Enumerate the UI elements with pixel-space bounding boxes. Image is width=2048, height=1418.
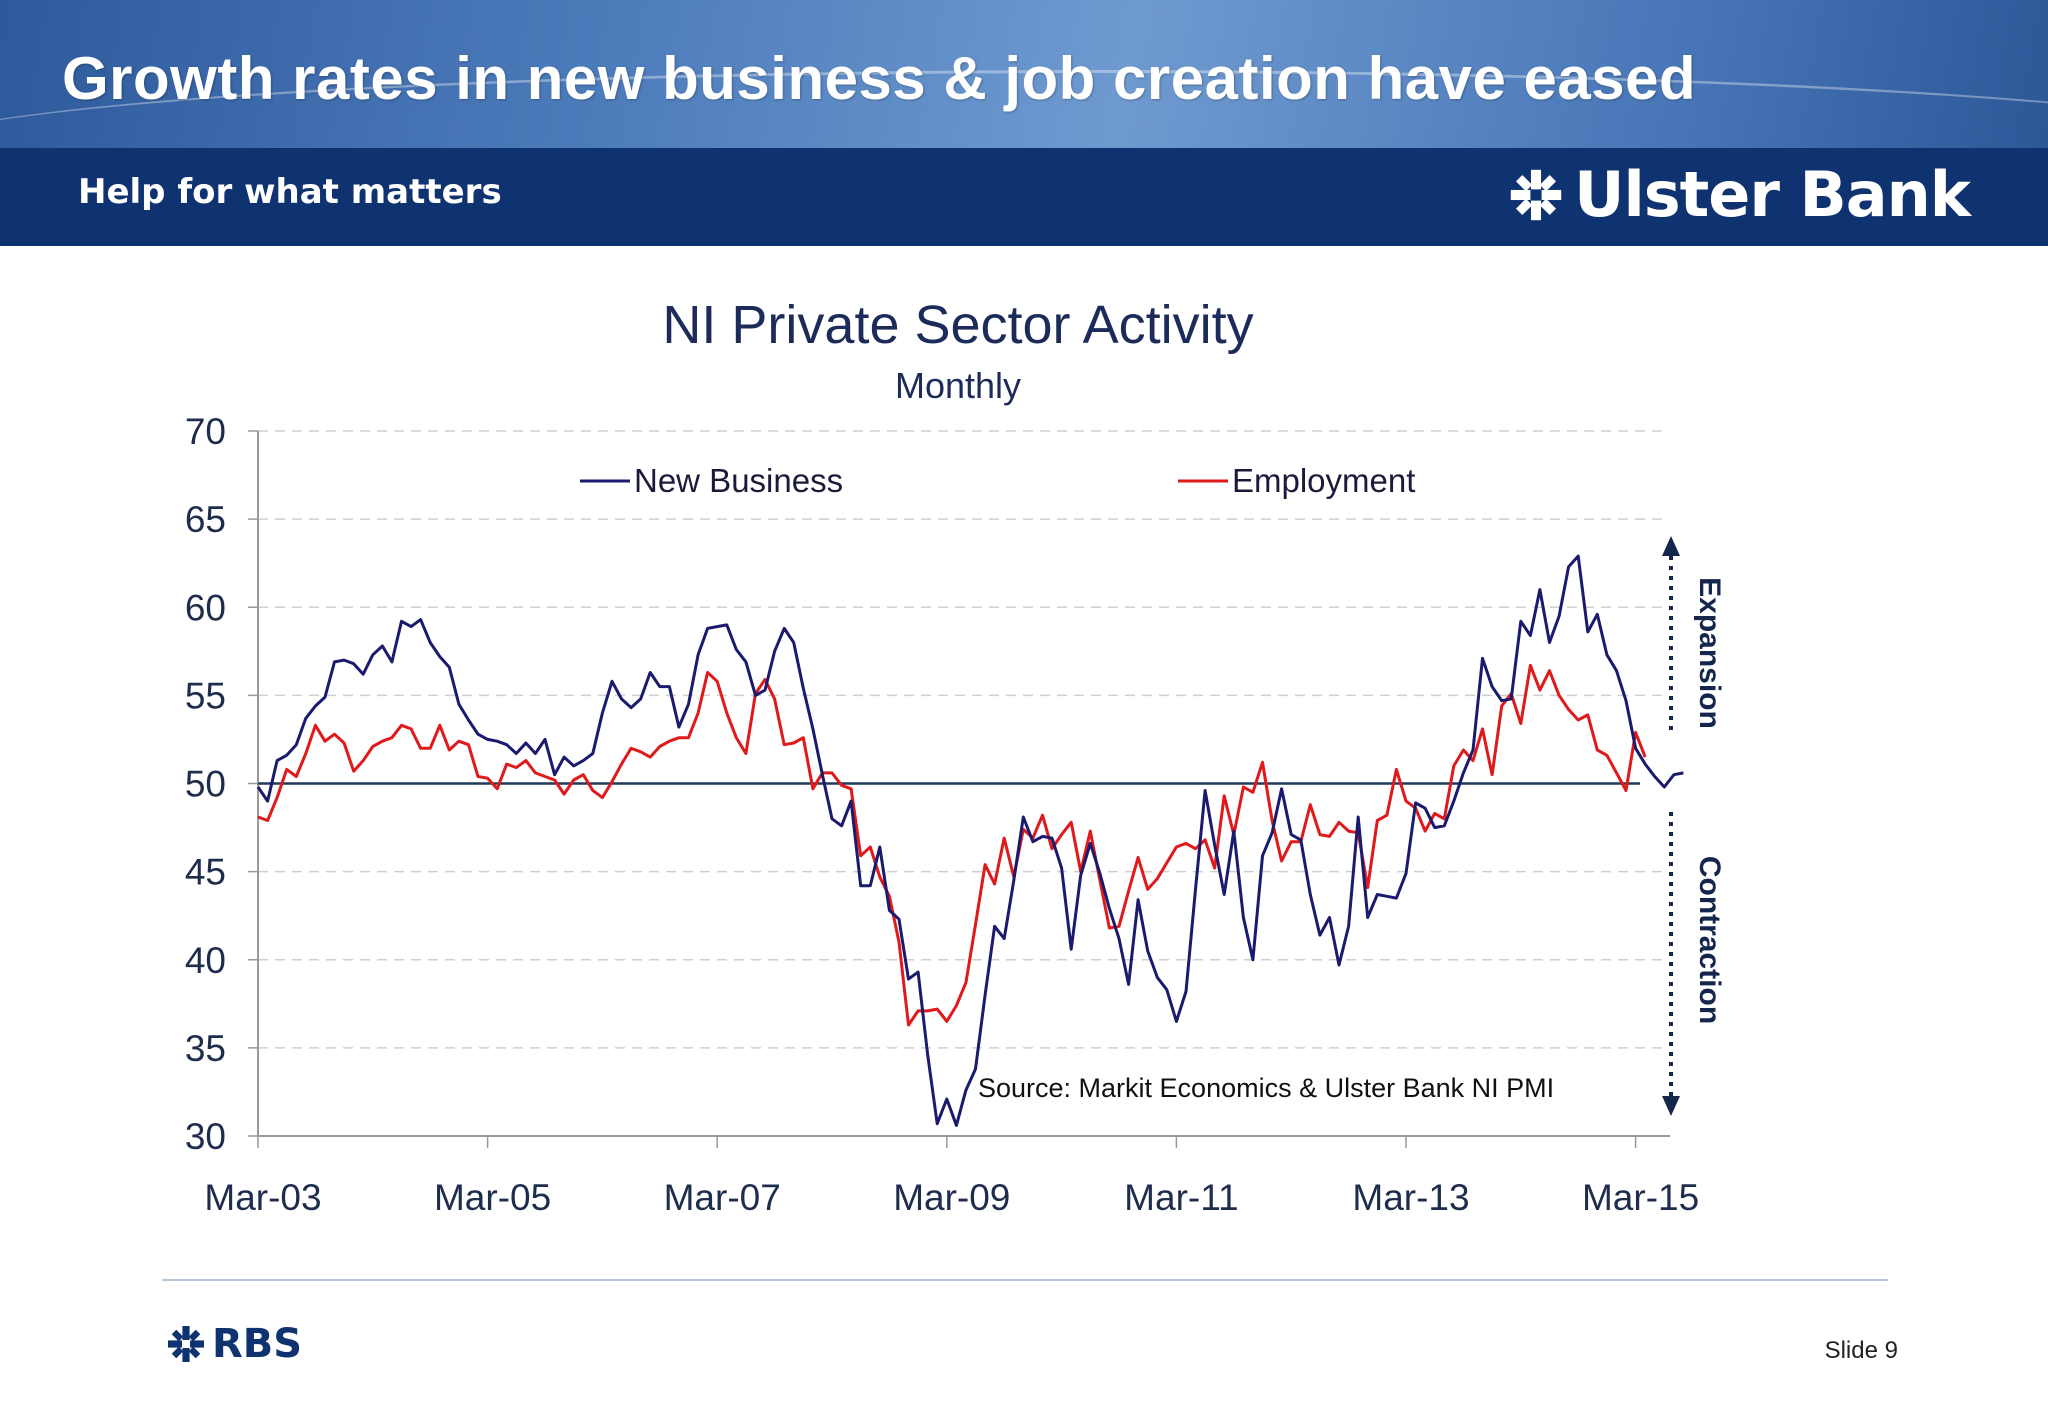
x-tick-label: Mar-15 [1582, 1177, 1699, 1218]
legend: New Business Employment [580, 462, 1415, 499]
brand-name: Ulster Bank [1574, 158, 1971, 231]
expansion-label: Expansion [1693, 577, 1726, 729]
chart-title: NI Private Sector Activity [662, 295, 1253, 355]
x-tick-label: Mar-03 [204, 1177, 321, 1218]
expansion-arrow-head [1662, 536, 1680, 556]
slide-label: Slide [1824, 1337, 1878, 1364]
brand-bar: Help for what matters Ulster Bank [0, 148, 2048, 246]
source-note: Source: Markit Economics & Ulster Bank N… [978, 1073, 1554, 1103]
slide-number-value: 9 [1884, 1337, 1898, 1364]
rbs-daisy-icon [168, 1326, 204, 1362]
expansion-contraction-arrows: Expansion Contraction [1662, 536, 1726, 1116]
x-tick-label: Mar-07 [664, 1177, 781, 1218]
y-tick-label: 60 [185, 587, 226, 628]
y-tick-label: 65 [185, 499, 226, 540]
x-tick-label: Mar-05 [434, 1177, 551, 1218]
footer-logo-text: RBS [212, 1321, 303, 1367]
title-band: Growth rates in new business & job creat… [0, 0, 2048, 148]
slide-number: Slide 9 [1825, 1337, 1898, 1365]
pmi-line-chart: NI Private Sector Activity Monthly 30 35 4… [185, 295, 1726, 1218]
contraction-label: Contraction [1693, 856, 1726, 1024]
y-tick-label: 70 [185, 411, 226, 452]
y-tick-label: 45 [185, 852, 226, 893]
x-tick-label: Mar-13 [1352, 1177, 1469, 1218]
decorative-swoosh [0, 70, 2048, 148]
x-tick-label: Mar-11 [1124, 1177, 1238, 1218]
series-line-employment [257, 663, 1647, 1027]
legend-label: New Business [634, 462, 843, 499]
x-tick-label: Mar-09 [893, 1177, 1010, 1218]
x-axis-ticks: Mar-03 Mar-05 Mar-07 Mar-09 Mar-11 Mar-13 Mar-… [204, 1136, 1699, 1218]
y-tick-label: 50 [185, 764, 226, 805]
y-tick-label: 55 [185, 675, 226, 716]
y-tick-label: 40 [185, 940, 226, 981]
legend-label: Employment [1232, 462, 1415, 499]
ulster-bank-logo: Ulster Bank [1508, 158, 1971, 231]
y-tick-label: 35 [185, 1028, 226, 1069]
tagline: Help for what matters [78, 172, 502, 212]
y-axis-ticks: 30 35 40 45 50 55 60 65 70 [185, 411, 258, 1157]
slide-title: Growth rates in new business & job creat… [62, 45, 1697, 112]
gridlines [258, 430, 1668, 1049]
y-tick-label: 30 [185, 1116, 226, 1157]
rbs-logo: RBS [166, 1324, 302, 1364]
ulster-bank-daisy-icon [1510, 169, 1562, 221]
contraction-arrow-head [1662, 1096, 1680, 1116]
footer-divider [162, 1279, 1888, 1281]
series-line-new-business [256, 554, 1684, 1127]
series-layer [256, 554, 1684, 1127]
chart-subtitle: Monthly [895, 365, 1021, 406]
